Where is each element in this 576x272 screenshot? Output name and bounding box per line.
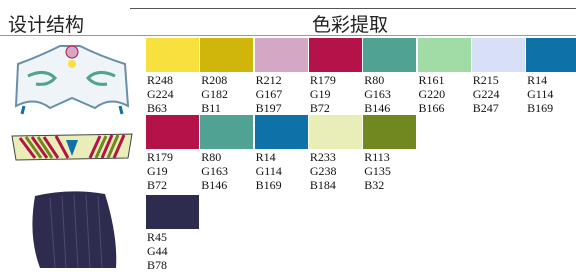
rgb-label: R45 [147, 230, 167, 244]
collar-image [16, 46, 128, 114]
rgb-label: G224 [473, 87, 500, 101]
rgb-label: B169 [527, 101, 553, 115]
page: 设计结构 色彩提取 (() => { const data = JSON.par… [0, 0, 576, 268]
rgb-label: R14 [256, 150, 276, 164]
rgb-label: G163 [364, 87, 391, 101]
color-swatch [146, 115, 199, 149]
color-swatch [200, 115, 253, 149]
colors-header: 色彩提取 [312, 10, 388, 37]
rgb-label: R80 [201, 150, 221, 164]
color-swatch [146, 38, 199, 72]
rgb-label: G114 [527, 87, 553, 101]
color-swatch [255, 115, 308, 149]
rgb-label: G44 [147, 244, 168, 258]
rgb-label: G135 [364, 164, 391, 178]
color-swatch [363, 38, 416, 72]
rgb-label: B11 [201, 101, 221, 115]
rgb-label: R212 [256, 73, 282, 87]
rgb-label: G19 [310, 87, 331, 101]
rgb-label: B166 [419, 101, 445, 115]
rgb-label: R248 [147, 73, 173, 87]
rgb-label: G114 [256, 164, 282, 178]
color-swatch [255, 38, 308, 72]
color-swatch [363, 115, 416, 149]
rgb-label: R80 [364, 73, 384, 87]
rgb-label: G19 [147, 164, 168, 178]
rgb-label: G220 [419, 87, 446, 101]
rgb-label: R233 [310, 150, 336, 164]
color-swatch [309, 38, 362, 72]
color-swatch [146, 195, 199, 229]
rgb-label: G182 [201, 87, 228, 101]
rgb-label: G238 [310, 164, 337, 178]
band-image [12, 134, 132, 160]
fabric-image [32, 191, 116, 268]
rgb-label: B247 [473, 101, 499, 115]
color-swatch [200, 38, 253, 72]
color-swatch [472, 38, 525, 72]
rgb-label: G163 [201, 164, 228, 178]
rgb-label: R179 [147, 150, 173, 164]
top-rule [130, 8, 576, 9]
rgb-label: B63 [147, 101, 167, 115]
rgb-label: B146 [364, 101, 390, 115]
rgb-label: R208 [201, 73, 227, 87]
color-swatch [309, 115, 362, 149]
rgb-label: G224 [147, 87, 174, 101]
structure-header: 设计结构 [8, 10, 84, 37]
rgb-label: B72 [147, 178, 167, 192]
rgb-label: R215 [473, 73, 499, 87]
rgb-label: B169 [256, 178, 282, 192]
rgb-label: B197 [256, 101, 282, 115]
rgb-label: B78 [147, 258, 167, 272]
rgb-label: G167 [256, 87, 283, 101]
rgb-label: B146 [201, 178, 227, 192]
rgb-label: B72 [310, 101, 330, 115]
rgb-label: R179 [310, 73, 336, 87]
rgb-label: B184 [310, 178, 336, 192]
rgb-label: R161 [419, 73, 445, 87]
design-images [0, 36, 145, 268]
rgb-label: R14 [527, 73, 547, 87]
rgb-label: R113 [364, 150, 390, 164]
color-swatch [526, 38, 576, 72]
rgb-label: B32 [364, 178, 384, 192]
color-swatch [418, 38, 471, 72]
